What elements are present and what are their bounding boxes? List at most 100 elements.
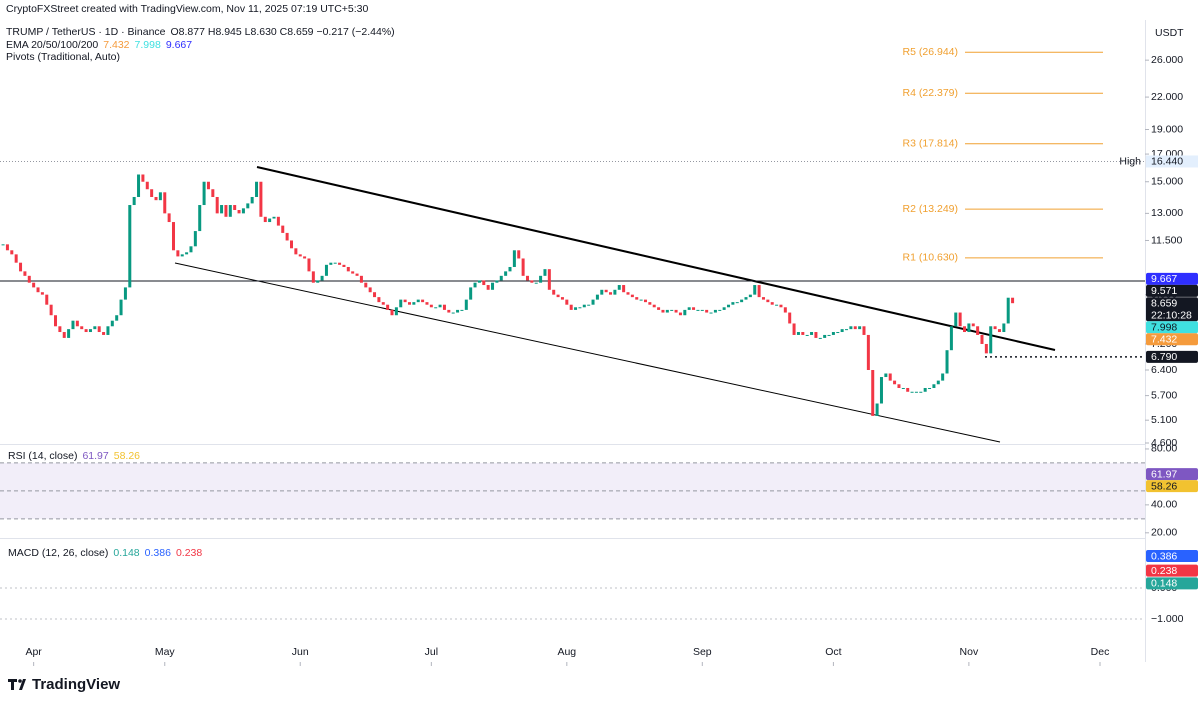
- pivot-label: R4 (22.379): [903, 87, 958, 99]
- candle: [823, 334, 827, 338]
- candle: [71, 320, 75, 330]
- candle: [543, 269, 547, 276]
- ema-value: 9.667: [166, 39, 192, 51]
- candle: [211, 189, 215, 197]
- candle: [407, 302, 411, 305]
- candle: [796, 332, 800, 335]
- high-label: High: [1119, 155, 1141, 167]
- y-tick-label: 40.00: [1151, 499, 1177, 511]
- candle: [700, 309, 704, 311]
- candle: [289, 240, 293, 249]
- candle: [578, 307, 582, 309]
- candle: [525, 275, 529, 281]
- candle: [818, 337, 822, 339]
- candle: [276, 216, 280, 226]
- macd-axis-label: 0.386: [1151, 550, 1177, 562]
- candle: [696, 309, 700, 311]
- candle: [980, 334, 984, 344]
- ema-axis-label-box: [1146, 321, 1198, 334]
- candle: [862, 326, 866, 335]
- candle: [272, 216, 276, 219]
- last-price-label: 22:10:28: [1151, 309, 1192, 321]
- support-label: 6.790: [1151, 351, 1177, 363]
- candle: [897, 384, 901, 388]
- candle: [40, 292, 44, 295]
- candle: [534, 282, 538, 284]
- candle: [477, 280, 481, 283]
- candle: [215, 196, 219, 214]
- candle: [102, 332, 106, 335]
- candle: [281, 225, 285, 233]
- candle: [748, 294, 752, 298]
- rsi-ma-axis-label: 58.26: [1151, 480, 1177, 492]
- y-tick-label: 26.000: [1151, 54, 1183, 66]
- logo-dot: [18, 679, 22, 683]
- candle: [429, 304, 433, 308]
- candle: [316, 280, 320, 283]
- candle: [32, 282, 36, 288]
- candle: [5, 244, 9, 251]
- candle: [58, 326, 62, 333]
- candle: [75, 320, 79, 327]
- candle: [421, 299, 425, 303]
- candle: [993, 326, 997, 330]
- candle: [971, 323, 975, 327]
- candle: [416, 299, 420, 303]
- candle: [556, 294, 560, 298]
- ema-axis-label-box: [1146, 272, 1198, 285]
- candle: [761, 297, 765, 300]
- ema-axis-label: 9.667: [1151, 273, 1177, 285]
- x-tick-label: May: [155, 646, 176, 658]
- candle: [914, 391, 918, 393]
- candle: [390, 309, 394, 316]
- candle: [307, 258, 311, 272]
- brand-name: TradingView: [32, 676, 120, 693]
- candle: [814, 332, 818, 338]
- candle: [364, 282, 368, 288]
- candle: [333, 262, 337, 264]
- y-tick-label: 5.100: [1151, 414, 1177, 426]
- rsi-ma-axis-label-box: [1146, 480, 1198, 493]
- candle: [132, 196, 136, 206]
- candle: [237, 209, 241, 214]
- pivot-label: R2 (13.249): [903, 203, 958, 215]
- candle: [259, 181, 263, 217]
- candle: [569, 304, 573, 310]
- candle: [928, 387, 932, 389]
- y-tick-label: 15.000: [1151, 176, 1183, 188]
- last-price-label: 8.659: [1151, 297, 1177, 309]
- candle: [722, 307, 726, 310]
- candle: [438, 304, 442, 308]
- candle: [119, 299, 123, 316]
- candle: [517, 250, 521, 259]
- y-tick-label: 5.700: [1151, 389, 1177, 401]
- candle: [600, 289, 604, 295]
- candle: [285, 232, 289, 241]
- candle: [189, 246, 193, 253]
- candle: [198, 205, 202, 232]
- candle: [1002, 323, 1006, 333]
- candle: [740, 299, 744, 303]
- candle: [14, 254, 18, 263]
- candle: [355, 273, 359, 276]
- candle: [875, 403, 879, 416]
- y-tick-label: 20.00: [1151, 527, 1177, 539]
- candle: [617, 285, 621, 290]
- candle: [744, 297, 748, 300]
- candle: [137, 174, 141, 197]
- candle: [670, 309, 674, 311]
- macd-title: MACD (12, 26, close): [8, 547, 108, 559]
- candle: [298, 254, 302, 257]
- candle: [359, 275, 363, 283]
- candle: [123, 287, 127, 300]
- currency: USDT: [1155, 27, 1184, 39]
- candle: [613, 289, 617, 295]
- candle: [368, 287, 372, 293]
- candle: [263, 216, 267, 223]
- candle: [805, 334, 809, 336]
- candle: [674, 309, 678, 313]
- y-tick-label: −1.000: [1151, 613, 1184, 625]
- x-tick-label: Sep: [693, 646, 712, 658]
- candle: [67, 329, 71, 338]
- candle: [604, 289, 608, 293]
